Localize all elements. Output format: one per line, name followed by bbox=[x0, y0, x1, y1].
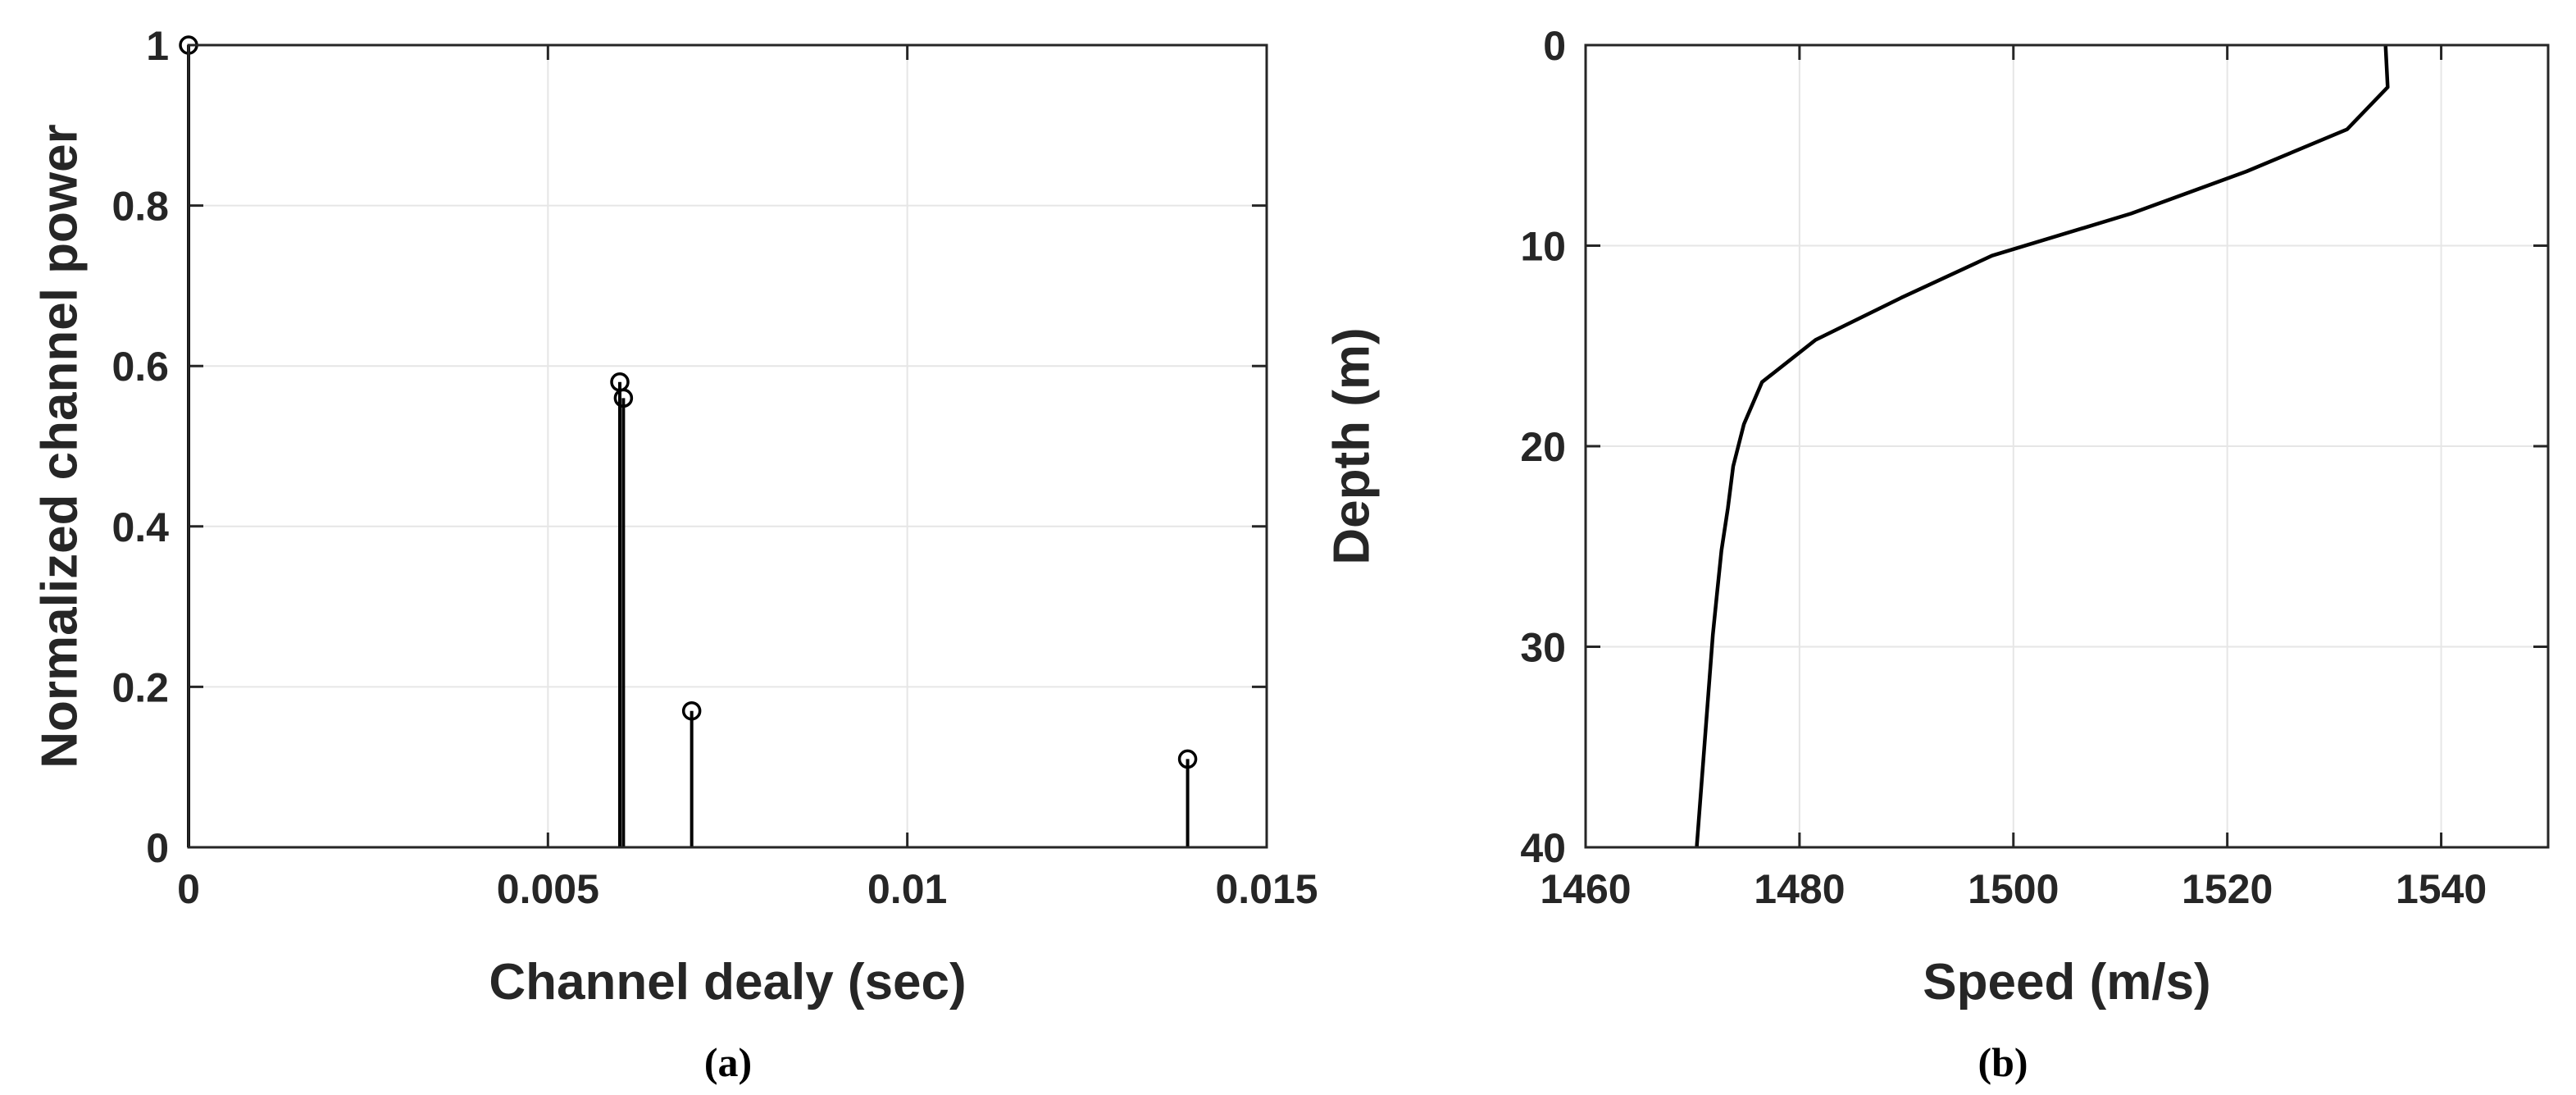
x-axis-label: Channel dealy (sec) bbox=[489, 954, 966, 1011]
x-tick-label: 1480 bbox=[1754, 866, 1845, 912]
x-tick-label: 0.01 bbox=[867, 866, 947, 912]
x-tick-label: 0 bbox=[177, 866, 200, 912]
x-tick-label: 0.005 bbox=[497, 866, 599, 912]
x-tick-label: 1500 bbox=[1968, 866, 2059, 912]
y-tick-label: 30 bbox=[1520, 625, 1566, 671]
stem-marker bbox=[681, 700, 702, 721]
stem-marker bbox=[1177, 749, 1198, 769]
plot-area bbox=[189, 45, 1267, 847]
chart-a: 0 0.005 0.01 0.015 0 0.2 0.4 0.6 0.8 1 Channel dea… bbox=[32, 23, 1318, 1085]
y-tick-label: 0.6 bbox=[112, 344, 169, 390]
y-axis-label: Depth (m) bbox=[1324, 327, 1381, 564]
x-tick-label: 0.015 bbox=[1215, 866, 1318, 912]
y-tick-label: 20 bbox=[1520, 424, 1566, 470]
figure-caption: (a) bbox=[704, 1039, 752, 1085]
x-tick-label: 1520 bbox=[2182, 866, 2273, 912]
chart-b: 1460 1480 1500 1520 1540 0 10 20 30 40 Speed (m/s)… bbox=[1324, 23, 2550, 1085]
y-tick-label: 0.4 bbox=[112, 504, 169, 550]
axes-box bbox=[1584, 43, 2550, 849]
y-tick-label: 40 bbox=[1520, 825, 1566, 871]
axes-box bbox=[187, 43, 1268, 849]
y-tick-label: 1 bbox=[146, 23, 169, 69]
y-tick-label: 0.8 bbox=[112, 184, 169, 230]
figure-caption: (b) bbox=[1978, 1039, 2028, 1085]
x-tick-label: 1460 bbox=[1540, 866, 1631, 912]
y-axis-label: Normalized channel power bbox=[32, 124, 89, 769]
y-tick-label: 0.2 bbox=[112, 664, 169, 710]
stem-marker bbox=[613, 388, 634, 408]
y-tick-label: 0 bbox=[1543, 23, 1566, 69]
x-tick-label: 1540 bbox=[2396, 866, 2487, 912]
y-tick-label: 10 bbox=[1520, 224, 1566, 270]
y-tick-label: 0 bbox=[146, 825, 169, 871]
x-axis-label: Speed (m/s) bbox=[1923, 954, 2210, 1011]
